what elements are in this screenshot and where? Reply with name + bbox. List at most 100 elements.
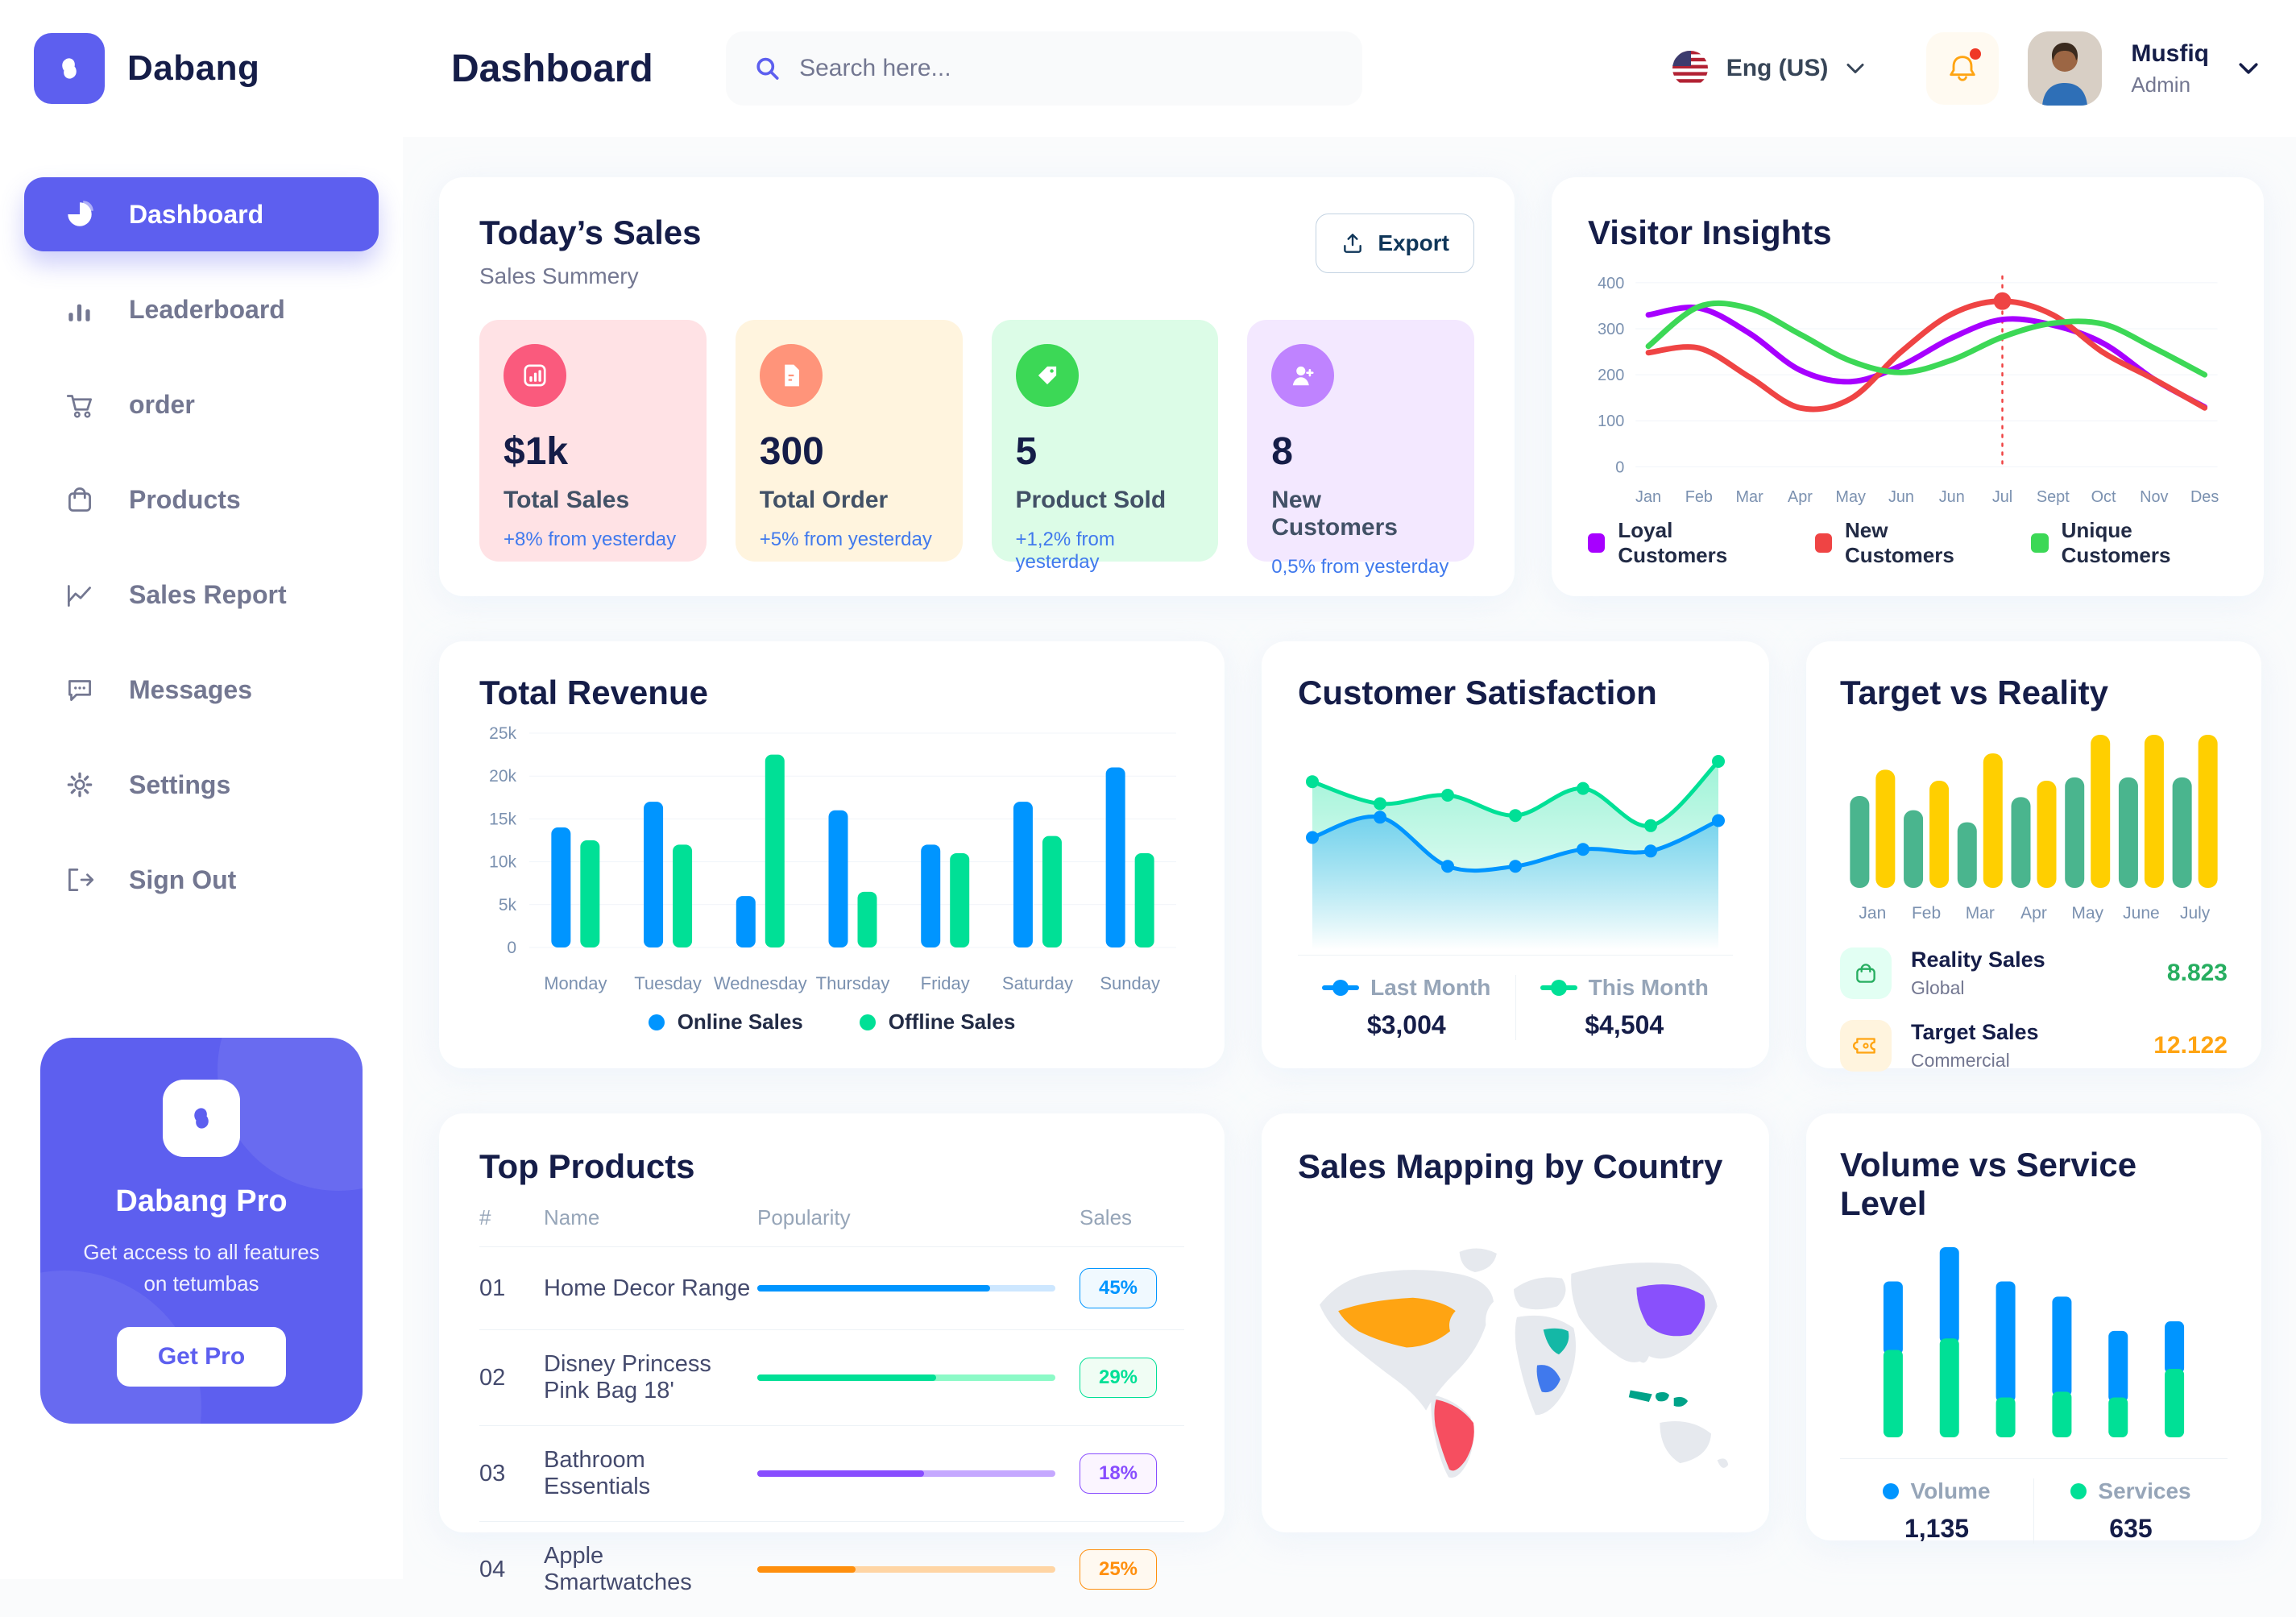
sidebar-item-settings[interactable]: Settings [24,748,379,822]
svg-text:Jun: Jun [1888,488,1914,506]
sidebar-item-order[interactable]: order [24,367,379,442]
stat-card-product-sold: 5 Product Sold +1,2% from yesterday [992,320,1219,562]
stat-value: 300 [760,429,939,474]
svg-text:15k: 15k [489,810,516,828]
sidebar-item-label: order [129,390,195,420]
legend-swatch [1588,533,1605,553]
svg-text:100: 100 [1598,413,1624,430]
volume-service-chart [1840,1234,2228,1453]
legend-value: 1,135 [1904,1514,1969,1544]
bar-chart-icon [504,344,566,407]
stat-card-total-sales: $1k Total Sales +8% from yesterday [479,320,707,562]
world-map [1298,1205,1733,1511]
sidebar-item-label: Settings [129,770,230,800]
sidebar-item-dashboard[interactable]: Dashboard [24,177,379,251]
legend-swatch [1815,533,1832,553]
product-name: Apple Smartwatches [544,1522,757,1617]
user-role: Admin [2131,73,2209,97]
legend-label: New Customers [1845,518,1986,568]
chevron-down-icon [1846,62,1865,75]
sidebar-item-label: Products [129,485,241,515]
pro-logo-icon [163,1080,240,1157]
user-menu-chevron-icon[interactable] [2238,61,2259,76]
search-input[interactable] [799,55,1333,82]
legend-label: Unique Customers [2062,518,2228,568]
svg-text:Tuesday: Tuesday [634,973,702,993]
popularity-bar [757,1566,1055,1573]
legend-label: Loyal Customers [1618,518,1769,568]
todays-sales-title: Today’s Sales [479,214,701,252]
header-actions: Eng (US) Musfiq Admin [1672,31,2296,106]
stat-value: 8 [1271,429,1450,474]
stat-card-total-order: 300 Total Order +5% from yesterday [736,320,963,562]
volume-service-card: Volume vs Service Level Volume 1,135 Ser… [1806,1113,2261,1540]
user-avatar[interactable] [2028,31,2102,106]
pro-description: Get access to all features on tetumbas [73,1237,330,1300]
volume-service-legend: Volume 1,135 Services 635 [1840,1478,2228,1544]
svg-text:0: 0 [1615,458,1624,476]
search-bar[interactable] [726,31,1362,106]
legend-value: $3,004 [1367,1010,1446,1040]
stat-delta: +5% from yesterday [760,529,939,551]
table-row: 03 Bathroom Essentials 18% [479,1426,1184,1522]
svg-text:Mar: Mar [1736,488,1764,506]
divider [1840,1458,2228,1459]
user-plus-icon [1271,344,1334,407]
sidebar-item-label: Sales Report [129,580,287,610]
export-button[interactable]: Export [1316,214,1474,273]
page-title: Dashboard [451,47,653,91]
pro-upgrade-card: Dabang Pro Get access to all features on… [40,1038,363,1424]
sidebar-item-messages[interactable]: Messages [24,653,379,727]
customer-satisfaction-title: Customer Satisfaction [1298,674,1733,712]
total-revenue-title: Total Revenue [479,674,1184,712]
sidebar-item-sign-out[interactable]: Sign Out [24,843,379,917]
stat-value: $1k [504,429,682,474]
svg-text:July: July [2180,904,2211,923]
bag-icon [1840,947,1892,999]
svg-text:25k: 25k [489,724,516,743]
language-selector[interactable]: Eng (US) [1672,50,1866,87]
product-index: 04 [479,1522,544,1617]
leaderboard-icon [63,292,97,326]
todays-sales-card: Today’s Sales Sales Summery Export $1 [439,177,1515,596]
notifications-button[interactable] [1926,32,1999,105]
svg-text:Sept: Sept [2037,488,2070,506]
svg-text:Jul: Jul [1992,488,2012,506]
legend-dot [649,1014,665,1030]
tag-icon [1016,344,1079,407]
stat-label: Total Sales [504,487,682,514]
legend-value: 8.823 [2167,960,2228,987]
sidebar-item-sales-report[interactable]: Sales Report [24,558,379,632]
svg-text:May: May [1835,488,1866,506]
legend-value: 12.122 [2153,1032,2228,1059]
svg-text:200: 200 [1598,367,1624,384]
volume-service-title: Volume vs Service Level [1840,1146,2228,1223]
language-label: Eng (US) [1726,55,1829,82]
stat-label: New Customers [1271,487,1450,541]
brand-logo: Dabang [0,33,403,104]
column-header-index: # [479,1205,544,1247]
stat-delta: +8% from yesterday [504,529,682,551]
product-index: 02 [479,1330,544,1426]
sidebar-item-products[interactable]: Products [24,462,379,537]
svg-text:Saturday: Saturday [1002,973,1073,993]
target-vs-reality-title: Target vs Reality [1840,674,2228,712]
legend-dot [1883,1483,1899,1499]
popularity-bar [757,1470,1055,1477]
table-row: 04 Apple Smartwatches 25% [479,1522,1184,1617]
get-pro-button[interactable]: Get Pro [117,1327,286,1387]
legend-label: Last Month [1370,975,1490,1001]
reality-sales-legend-row: Reality Sales Global 8.823 [1840,947,2228,999]
legend-sublabel: Commercial [1911,1050,2039,1072]
svg-text:Des: Des [2190,488,2219,506]
legend-line-dot [1322,980,1359,996]
map-region-indonesia[interactable] [1629,1391,1688,1407]
stat-delta: +1,2% from yesterday [1016,529,1195,574]
svg-text:Monday: Monday [544,973,607,993]
sidebar-item-leaderboard[interactable]: Leaderboard [24,272,379,346]
product-index: 03 [479,1426,544,1522]
svg-text:May: May [2071,904,2103,923]
